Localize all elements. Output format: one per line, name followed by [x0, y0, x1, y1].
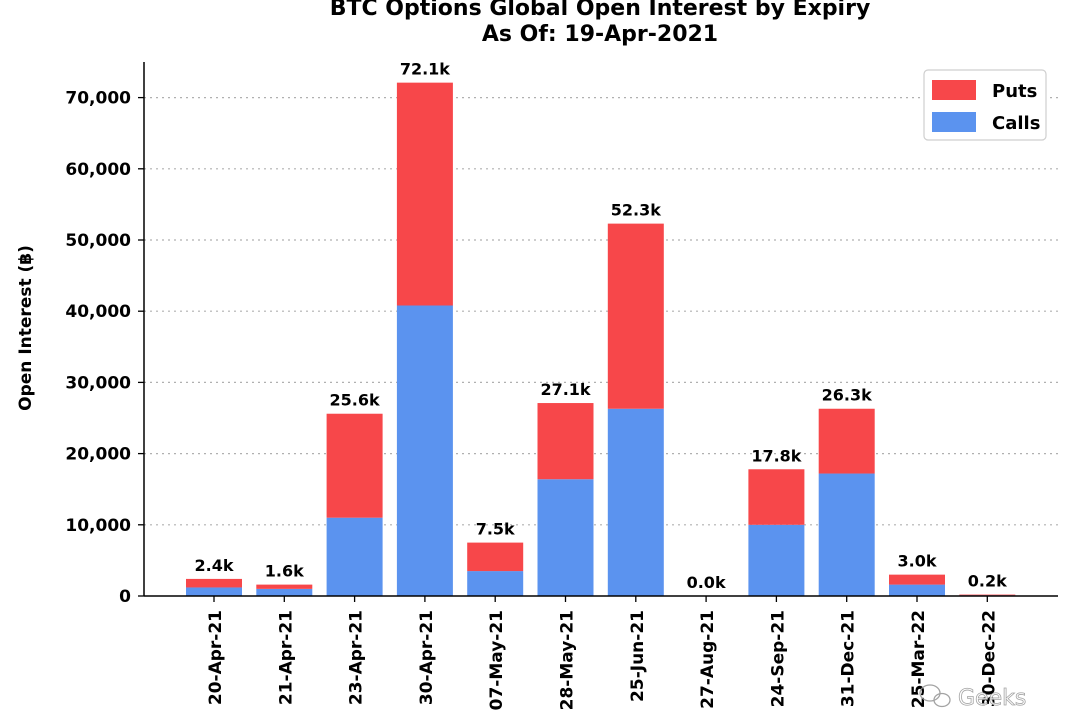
y-axis-title: Open Interest (฿)	[16, 245, 36, 411]
bar-puts	[818, 408, 875, 474]
total-labels: 2.4k 1.6k 25.6k 72.1k 7.5k 27.1k 52.3k 0.0k 17.8…	[195, 60, 1008, 592]
total-label: 0.0k	[687, 573, 726, 592]
bar-puts	[889, 574, 945, 585]
y-tick-label: 40,000	[65, 302, 131, 322]
total-label: 26.3k	[822, 386, 872, 405]
bar-calls	[537, 479, 594, 596]
total-label: 7.5k	[476, 520, 515, 539]
watermark: Geeks	[919, 684, 1027, 711]
bar-calls	[467, 571, 524, 596]
bar-puts	[607, 223, 664, 409]
bar-puts	[396, 82, 453, 306]
total-label: 0.2k	[968, 572, 1007, 591]
legend-calls-label: Calls	[992, 113, 1040, 134]
bars	[186, 82, 1016, 596]
chart-title: BTC Options Global Open Interest by Expi…	[330, 0, 871, 21]
bar-calls	[748, 524, 805, 596]
total-label: 72.1k	[400, 60, 450, 79]
x-tick-label: 31-Dec-21	[839, 610, 859, 707]
total-label: 25.6k	[330, 391, 380, 410]
x-tick-label: 25-Jun-21	[628, 610, 648, 702]
bar-puts	[537, 403, 594, 480]
wechat-icon	[919, 684, 951, 708]
total-label: 27.1k	[540, 380, 590, 399]
x-tick-label: 24-Sep-21	[768, 610, 788, 707]
bar-puts	[959, 594, 1016, 596]
bar-puts	[256, 584, 313, 589]
bar-puts	[467, 542, 524, 572]
bar-calls	[326, 517, 383, 596]
bar-calls	[396, 305, 453, 596]
total-label: 2.4k	[195, 556, 234, 575]
bar-calls	[186, 587, 242, 596]
y-tick-label: 70,000	[65, 89, 131, 109]
y-tick-label: 10,000	[65, 516, 131, 536]
x-tick-label: 20-Apr-21	[206, 610, 226, 705]
bar-calls	[256, 588, 313, 596]
y-tick-label: 60,000	[65, 160, 131, 180]
gridlines	[144, 96, 1058, 526]
bar-calls	[607, 408, 664, 596]
x-tick-label: 28-May-21	[558, 610, 578, 710]
total-label: 52.3k	[611, 201, 661, 220]
chart-subtitle: As Of: 19-Apr-2021	[482, 22, 718, 47]
bar-puts	[326, 413, 383, 518]
y-tick-label: 20,000	[65, 445, 131, 465]
bar-puts	[748, 469, 805, 525]
x-tick-label: 07-May-21	[487, 610, 507, 710]
y-axis-ticks: 0 10,000 20,000 30,000 40,000 50,000 60,000 70,…	[65, 89, 144, 607]
legend-puts-label: Puts	[992, 81, 1037, 102]
total-label: 17.8k	[751, 446, 801, 465]
watermark-text: Geeks	[958, 686, 1026, 711]
legend: Puts Calls	[923, 69, 1047, 141]
bar-calls	[818, 473, 875, 596]
y-tick-label: 30,000	[65, 373, 131, 393]
bar-puts	[186, 578, 242, 588]
x-tick-label: 21-Apr-21	[276, 610, 296, 705]
x-tick-label: 30-Dec-22	[979, 610, 999, 707]
legend-calls-swatch	[932, 112, 976, 132]
x-tick-label: 25-Mar-22	[909, 610, 929, 708]
x-tick-label: 23-Apr-21	[347, 610, 367, 705]
x-tick-label: 27-Aug-21	[698, 610, 718, 709]
x-tick-label: 30-Apr-21	[417, 610, 437, 705]
bar-calls	[889, 584, 945, 596]
total-label: 1.6k	[265, 562, 304, 581]
legend-puts-swatch	[932, 80, 976, 100]
total-label: 3.0k	[898, 552, 937, 571]
y-tick-label: 50,000	[65, 231, 131, 251]
x-axis-ticks: 20-Apr-21 21-Apr-21 23-Apr-21 30-Apr-21 07-M…	[206, 596, 999, 710]
y-tick-label: 0	[119, 587, 131, 607]
